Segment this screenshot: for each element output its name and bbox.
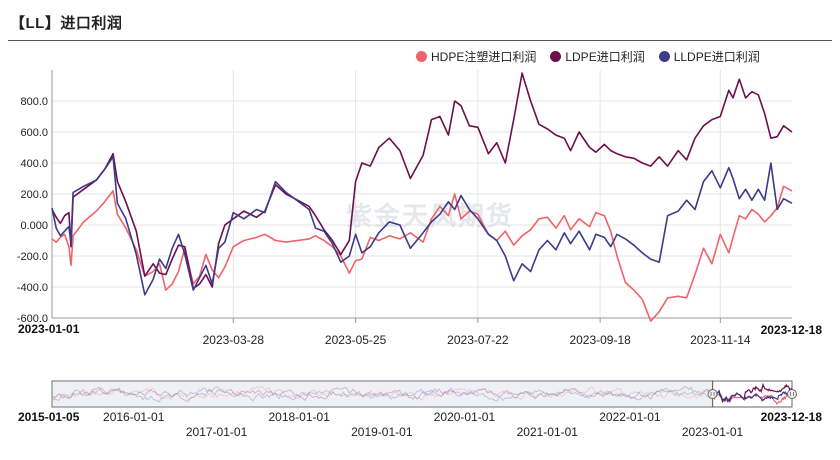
- y-tick-label: 800.0: [20, 96, 48, 108]
- navigator-date-label: 2018-01-01: [268, 410, 330, 424]
- navigator-history-line: [52, 386, 712, 402]
- x-tick-label: 2023-07-22: [447, 333, 509, 347]
- x-start-label: 2023-01-01: [18, 322, 80, 336]
- legend-item-ldpe[interactable]: LDPE进口利润: [550, 48, 645, 65]
- y-tick-label: -200.0: [17, 251, 48, 263]
- chart-legend: HDPE注塑进口利润 LDPE进口利润 LLDPE进口利润: [416, 48, 760, 65]
- navigator-date-label: 2021-01-01: [517, 425, 579, 439]
- title-divider: [8, 40, 832, 41]
- legend-marker-hdpe: [416, 51, 427, 62]
- x-end-label: 2023-12-18: [761, 323, 823, 337]
- x-tick-label: 2023-09-18: [569, 333, 631, 347]
- legend-marker-lldpe: [658, 51, 670, 62]
- navigator-start-label: 2015-01-05: [18, 410, 80, 424]
- x-tick-label: 2023-05-25: [325, 333, 387, 347]
- navigator-date-label: 2017-01-01: [186, 425, 248, 439]
- y-tick-label: -400.0: [17, 282, 48, 294]
- navigator-date-label: 2020-01-01: [434, 410, 496, 424]
- navigator-date-label: 2022-01-01: [599, 410, 661, 424]
- navigator-handle-left[interactable]: [707, 389, 718, 399]
- y-tick-label: 400.0: [20, 158, 48, 170]
- x-tick-label: 2023-11-14: [690, 333, 751, 347]
- navigator-series-lldpe: [711, 389, 793, 404]
- y-tick-label: 600.0: [20, 127, 48, 139]
- page-title: 【LL】进口利润: [10, 15, 123, 32]
- navigator-end-label: 2023-12-18: [761, 410, 823, 424]
- navigator-history-line: [52, 385, 712, 403]
- legend-item-hdpe[interactable]: HDPE注塑进口利润: [416, 48, 536, 65]
- y-tick-label: 0.000: [20, 220, 48, 232]
- legend-marker-ldpe: [550, 51, 562, 62]
- navigator-mask: [51, 380, 714, 408]
- legend-item-lldpe[interactable]: LLDPE进口利润: [658, 48, 760, 65]
- y-tick-label: -600.0: [17, 313, 48, 325]
- navigator-history-line: [52, 385, 712, 402]
- main-chart: 800.0 600.0 400.0 200.0 0.000 -200.0 -400.0 -60…: [17, 70, 823, 347]
- legend-label-ldpe: LDPE进口利润: [565, 50, 645, 64]
- x-tick-label: 2023-03-28: [203, 333, 265, 347]
- navigator-handle-right[interactable]: [787, 389, 797, 399]
- navigator-date-label: 2016-01-01: [103, 410, 165, 424]
- navigator-track: [51, 380, 793, 408]
- navigator-date-label: 2023-01-01: [682, 425, 744, 439]
- legend-label-hdpe: HDPE注塑进口利润: [431, 50, 537, 64]
- y-tick-label: 200.0: [20, 189, 48, 201]
- navigator-date-label: 2019-01-01: [351, 425, 413, 439]
- legend-label-lldpe: LLDPE进口利润: [673, 50, 760, 64]
- series-line-lldpe[interactable]: [51, 156, 793, 296]
